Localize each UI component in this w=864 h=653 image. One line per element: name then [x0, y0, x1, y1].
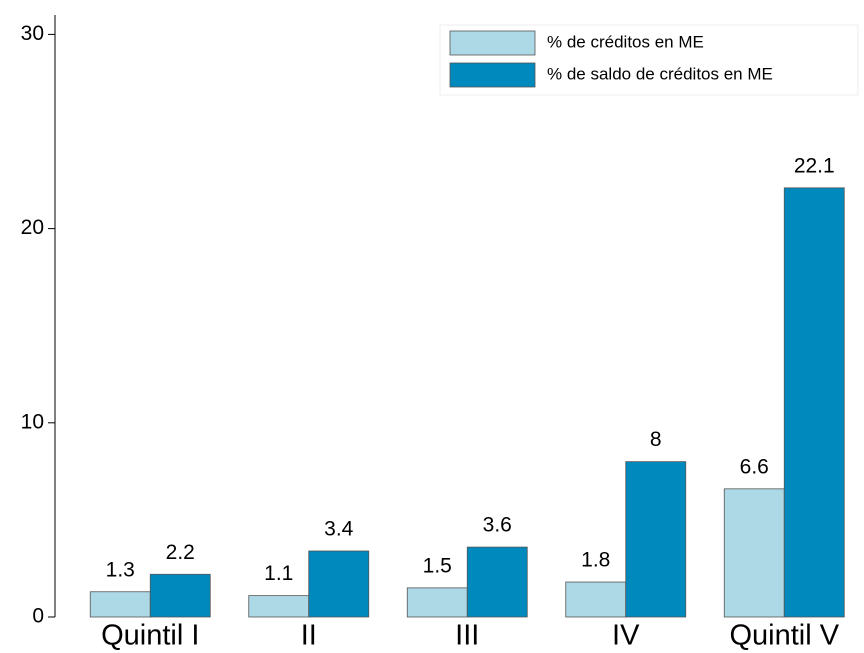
legend-label: % de saldo de créditos en ME: [547, 64, 773, 83]
legend-label: % de créditos en ME: [547, 32, 704, 51]
data-label: 3.4: [324, 518, 354, 541]
x-tick-label: Quintil I: [101, 620, 199, 652]
bar: [565, 581, 627, 618]
data-label: 22.1: [794, 154, 835, 177]
y-tick-label: 30: [21, 22, 44, 45]
legend: % de créditos en ME % de saldo de crédito…: [439, 24, 859, 96]
bar: [89, 591, 151, 618]
bar: [308, 550, 370, 618]
data-label: 6.6: [740, 455, 769, 478]
data-label: 1.8: [581, 549, 610, 572]
bar: [406, 587, 468, 618]
bar: [783, 187, 845, 618]
bar: [466, 546, 528, 618]
bar: [248, 595, 310, 618]
y-tick-label: 20: [21, 216, 44, 239]
x-tick-label: III: [455, 620, 479, 652]
x-tick-label: Quintil V: [729, 620, 839, 652]
y-tick-label: 0: [32, 605, 44, 628]
bar: [723, 488, 785, 618]
data-label: 1.3: [106, 558, 135, 581]
y-tick-label: 10: [21, 410, 44, 433]
data-label: 8: [650, 428, 662, 451]
data-label: 1.5: [423, 554, 452, 577]
legend-swatch: [449, 30, 536, 56]
data-label: 3.6: [483, 514, 512, 537]
data-label: 1.1: [264, 562, 293, 585]
bar: [149, 573, 211, 618]
x-tick-label: IV: [612, 620, 640, 652]
bar: [625, 461, 687, 618]
legend-swatch: [449, 62, 536, 88]
data-label: 2.2: [166, 541, 195, 564]
x-tick-label: II: [301, 620, 317, 652]
